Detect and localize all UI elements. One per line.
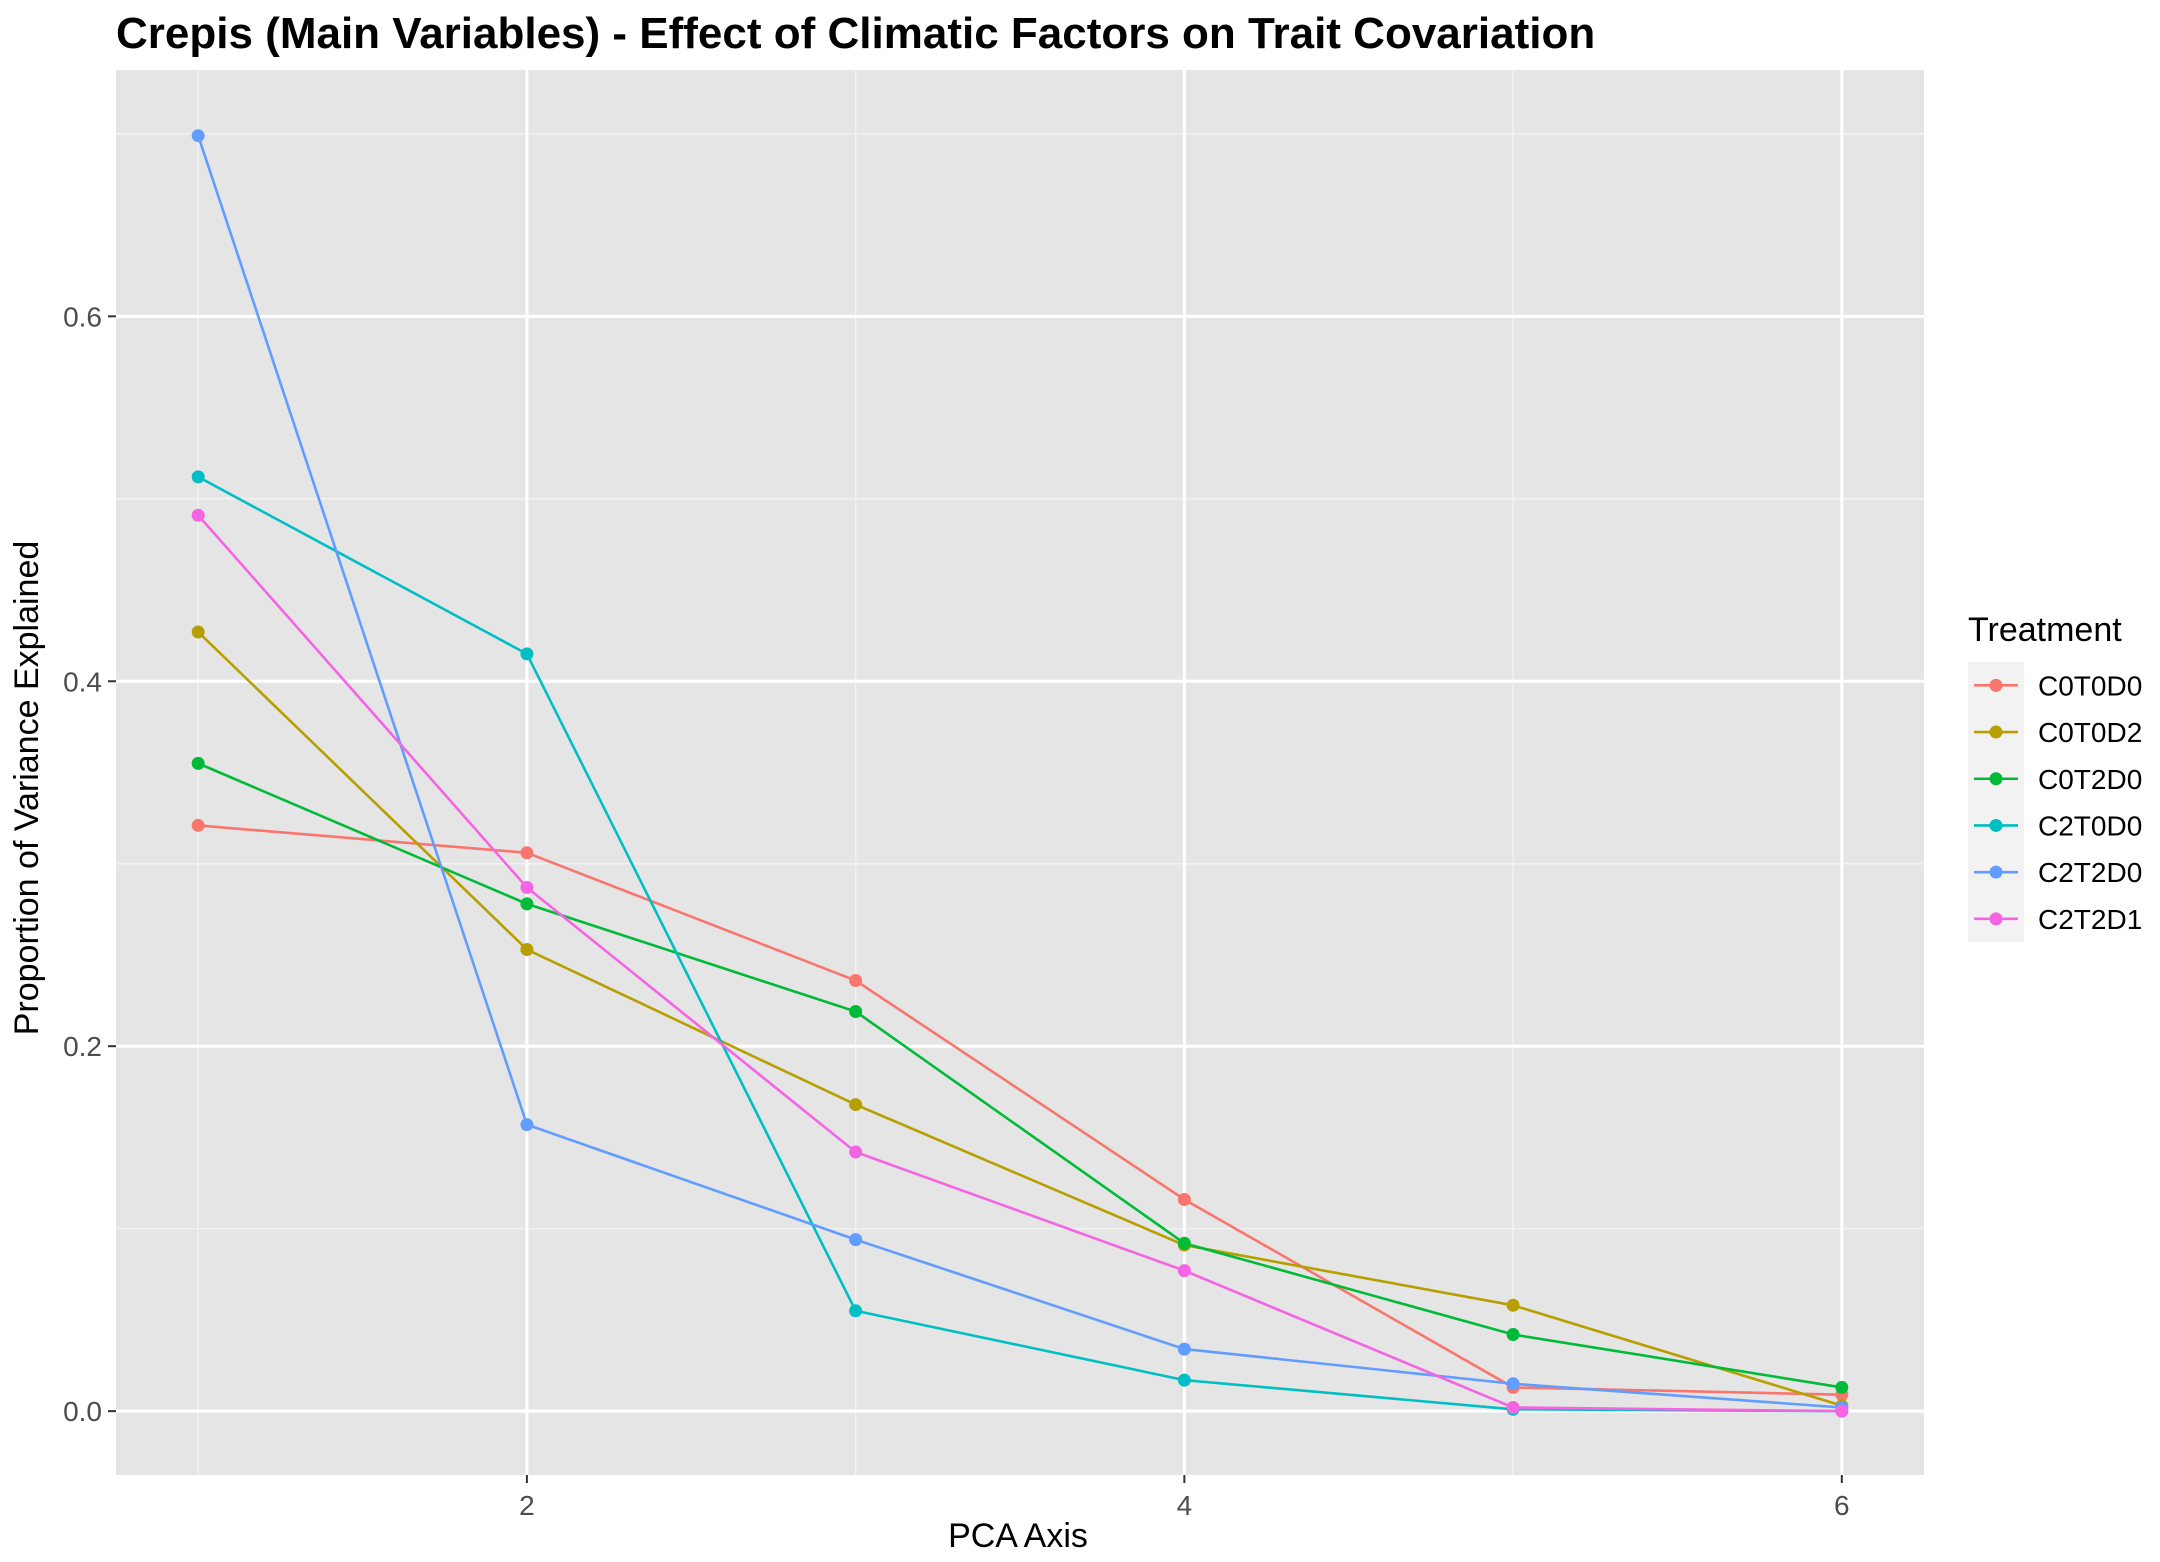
data-point-c0t2d0 <box>849 1005 863 1019</box>
x-tick-label: 6 <box>1834 1490 1850 1521</box>
data-point-c0t0d0 <box>191 818 205 832</box>
y-axis: 0.0 0.2 0.4 0.6 <box>63 301 116 1427</box>
data-point-c0t0d0 <box>849 974 863 988</box>
y-tick-label: 0.0 <box>63 1396 102 1427</box>
data-point-c2t2d1 <box>1177 1264 1191 1278</box>
data-point-c0t0d2 <box>1506 1298 1520 1312</box>
legend-key-background <box>1968 662 2024 942</box>
legend-label-c0t2d0: C0T2D0 <box>2038 764 2142 795</box>
legend-key-point <box>1989 725 2003 739</box>
chart-title: Crepis (Main Variables) - Effect of Clim… <box>116 9 1595 58</box>
data-point-c2t2d1 <box>520 880 534 894</box>
y-tick-label: 0.4 <box>63 666 102 697</box>
y-tick-label: 0.6 <box>63 301 102 332</box>
series-line-c2t2d0 <box>196 135 1842 1409</box>
minor-gridlines <box>116 70 1924 1475</box>
legend: Treatment C0T0D0 C0T0D2 C0T2D0 C2T0D0 C2T2D0… <box>1968 611 2142 942</box>
legend-key-c2t0d0 <box>1974 818 2018 832</box>
x-tick-label: 4 <box>1177 1490 1193 1521</box>
series-line-c2t0d0 <box>197 475 1842 1413</box>
legend-key-c0t0d2 <box>1974 725 2018 739</box>
y-tick-label: 0.2 <box>63 1031 102 1062</box>
data-point-c0t0d0 <box>1177 1192 1191 1206</box>
major-gridlines <box>116 70 1924 1475</box>
y-axis-title: Proportion of Variance Explained <box>8 541 46 1036</box>
x-axis: 2 4 6 <box>519 1475 1850 1521</box>
data-point-c0t2d0 <box>1835 1380 1849 1394</box>
data-point-c2t2d1 <box>849 1145 863 1159</box>
legend-key-point <box>1989 772 2003 786</box>
data-point-c2t0d0 <box>1177 1373 1191 1387</box>
data-point-c0t2d0 <box>1506 1328 1520 1341</box>
data-point-c2t2d1 <box>1506 1400 1520 1414</box>
data-point-c0t0d2 <box>849 1098 863 1112</box>
legend-label-c2t0d0: C2T0D0 <box>2038 810 2142 841</box>
legend-key-c0t2d0 <box>1974 772 2018 786</box>
x-tick-label: 2 <box>519 1490 535 1521</box>
legend-label-c0t0d0: C0T0D0 <box>2038 670 2142 701</box>
legend-key-point <box>1989 865 2003 879</box>
data-point-c0t0d2 <box>520 942 534 956</box>
legend-title: Treatment <box>1968 611 2122 649</box>
data-point-c0t2d0 <box>1177 1236 1191 1250</box>
data-point-c0t0d2 <box>191 625 205 639</box>
legend-key-c0t0d0 <box>1974 678 2018 692</box>
plot-panel <box>116 70 1924 1475</box>
data-point-c2t2d1 <box>1835 1404 1849 1418</box>
data-point-c2t2d0 <box>1177 1342 1191 1356</box>
legend-label-c2t2d0: C2T2D0 <box>2038 857 2142 888</box>
legend-key-c2t2d0 <box>1974 865 2018 879</box>
data-point-c2t0d0 <box>191 470 205 484</box>
series-group <box>191 129 1849 1418</box>
legend-key-c2t2d1 <box>1974 912 2018 926</box>
legend-label-c0t0d2: C0T0D2 <box>2038 717 2142 748</box>
data-point-c2t2d0 <box>849 1233 863 1247</box>
data-point-c2t0d0 <box>520 647 534 661</box>
legend-key-point <box>1989 912 2003 926</box>
legend-key-point <box>1989 818 2003 832</box>
data-point-c0t2d0 <box>520 897 534 911</box>
x-axis-title: PCA Axis <box>948 1517 1088 1555</box>
data-point-c0t2d0 <box>191 756 205 770</box>
data-point-c2t2d0 <box>191 129 205 143</box>
data-point-c2t0d0 <box>849 1304 863 1318</box>
legend-items: C0T0D0 C0T0D2 C0T2D0 C2T0D0 C2T2D0 C2T2D1 <box>1974 670 2142 935</box>
series-line-c0t0d2 <box>197 631 1843 1407</box>
series-line-c0t2d0 <box>197 762 1843 1389</box>
data-point-c0t0d0 <box>520 846 534 860</box>
legend-key-point <box>1989 678 2003 692</box>
legend-label-c2t2d1: C2T2D1 <box>2038 904 2142 935</box>
series-line-c2t2d1 <box>197 514 1842 1413</box>
data-point-c2t2d0 <box>1506 1377 1520 1391</box>
data-point-c2t2d0 <box>520 1118 534 1132</box>
data-point-c2t2d1 <box>191 508 205 522</box>
